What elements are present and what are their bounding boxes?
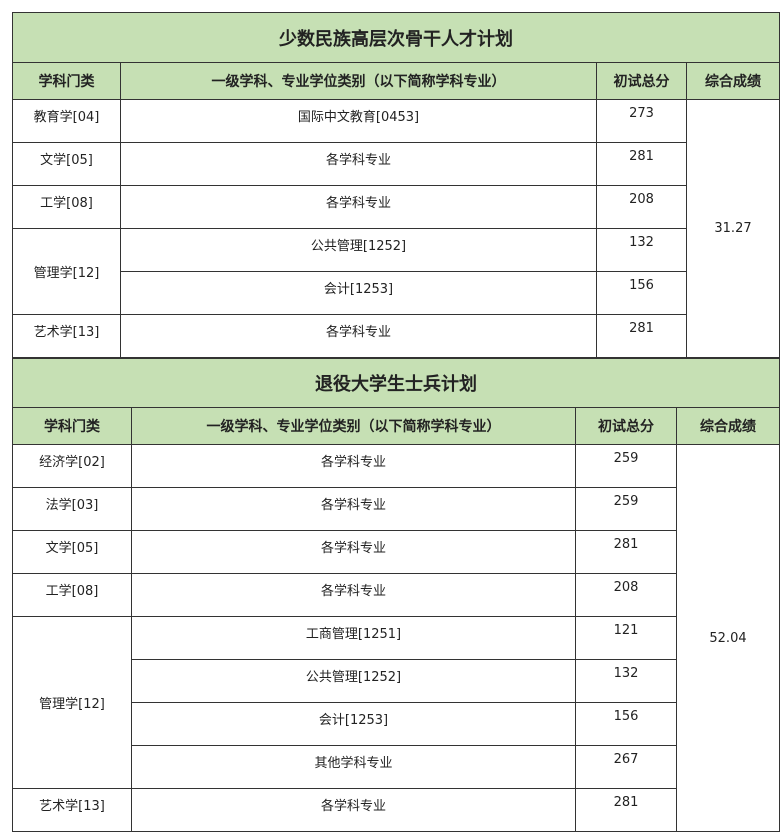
score-cell: 281: [575, 788, 677, 832]
table-row: 其他学科专业 267: [13, 745, 780, 789]
major-cell: 各学科专业: [120, 185, 597, 229]
major-cell: 各学科专业: [120, 142, 597, 186]
major-cell: 各学科专业: [120, 314, 597, 358]
category-cell: 工学[08]: [12, 573, 132, 617]
score-cell: 208: [575, 573, 677, 617]
table-row: 文学[05] 各学科专业 281: [12, 530, 780, 574]
veteran-plan-table: 退役大学生士兵计划 学科门类 一级学科、专业学位类别（以下简称学科专业） 初试总…: [12, 358, 780, 832]
category-cell: 管理学[12]: [12, 616, 132, 789]
score-cell: 121: [575, 616, 677, 660]
score-cell: 208: [596, 185, 687, 229]
major-cell: 公共管理[1252]: [131, 659, 576, 703]
category-cell: 教育学[04]: [12, 99, 121, 143]
table-row: 工学[08] 各学科专业 208: [12, 185, 780, 229]
header-score: 初试总分: [596, 62, 687, 100]
score-cell: 273: [596, 99, 687, 143]
score-cell: 259: [575, 444, 677, 488]
table-row: 艺术学[13] 各学科专业 281: [12, 314, 780, 358]
major-cell: 会计[1253]: [120, 271, 597, 315]
header-composite: 综合成绩: [686, 62, 780, 100]
table-row: 经济学[02] 各学科专业 259 52.04: [12, 444, 780, 832]
header-major: 一级学科、专业学位类别（以下简称学科专业）: [131, 407, 576, 445]
table-row: 文学[05] 各学科专业 281: [12, 142, 780, 186]
header-category: 学科门类: [12, 62, 121, 100]
table-title: 少数民族高层次骨干人才计划: [12, 12, 780, 63]
table-row: 工学[08] 各学科专业 208: [12, 573, 780, 617]
category-cell: 文学[05]: [12, 142, 121, 186]
table-row: 教育学[04] 国际中文教育[0453] 273 31.27: [12, 99, 780, 358]
major-cell: 各学科专业: [131, 788, 576, 832]
header-major: 一级学科、专业学位类别（以下简称学科专业）: [120, 62, 597, 100]
category-cell: 经济学[02]: [12, 444, 132, 488]
table-title: 退役大学生士兵计划: [12, 358, 780, 408]
table-row: 会计[1253] 156: [13, 271, 780, 315]
category-cell: 法学[03]: [12, 487, 132, 531]
major-cell: 工商管理[1251]: [131, 616, 576, 660]
composite-cell: 31.27: [686, 99, 780, 358]
major-cell: 各学科专业: [131, 530, 576, 574]
score-cell: 281: [596, 142, 687, 186]
score-cell: 259: [575, 487, 677, 531]
category-cell: 艺术学[13]: [12, 314, 121, 358]
score-cell: 132: [575, 659, 677, 703]
score-cell: 156: [575, 702, 677, 746]
category-cell: 艺术学[13]: [12, 788, 132, 832]
score-cell: 281: [575, 530, 677, 574]
table-row: 管理学[12] 工商管理[1251] 121: [12, 616, 780, 789]
score-cell: 281: [596, 314, 687, 358]
table-row: 管理学[12] 公共管理[1252] 132: [12, 228, 780, 315]
header-category: 学科门类: [12, 407, 132, 445]
major-cell: 会计[1253]: [131, 702, 576, 746]
major-cell: 国际中文教育[0453]: [120, 99, 597, 143]
major-cell: 各学科专业: [131, 444, 576, 488]
header-score: 初试总分: [575, 407, 677, 445]
table-row: 公共管理[1252] 132: [13, 659, 780, 703]
category-cell: 文学[05]: [12, 530, 132, 574]
minority-plan-table: 少数民族高层次骨干人才计划 学科门类 一级学科、专业学位类别（以下简称学科专业）…: [12, 12, 780, 358]
major-cell: 各学科专业: [131, 573, 576, 617]
category-cell: 管理学[12]: [12, 228, 121, 315]
header-composite: 综合成绩: [676, 407, 780, 445]
table-row: 法学[03] 各学科专业 259: [12, 487, 780, 531]
table-row: 艺术学[13] 各学科专业 281: [12, 788, 780, 832]
major-cell: 公共管理[1252]: [120, 228, 597, 272]
composite-cell: 52.04: [676, 444, 780, 832]
major-cell: 各学科专业: [131, 487, 576, 531]
major-cell: 其他学科专业: [131, 745, 576, 789]
score-cell: 156: [596, 271, 687, 315]
score-cell: 267: [575, 745, 677, 789]
score-cell: 132: [596, 228, 687, 272]
category-cell: 工学[08]: [12, 185, 121, 229]
